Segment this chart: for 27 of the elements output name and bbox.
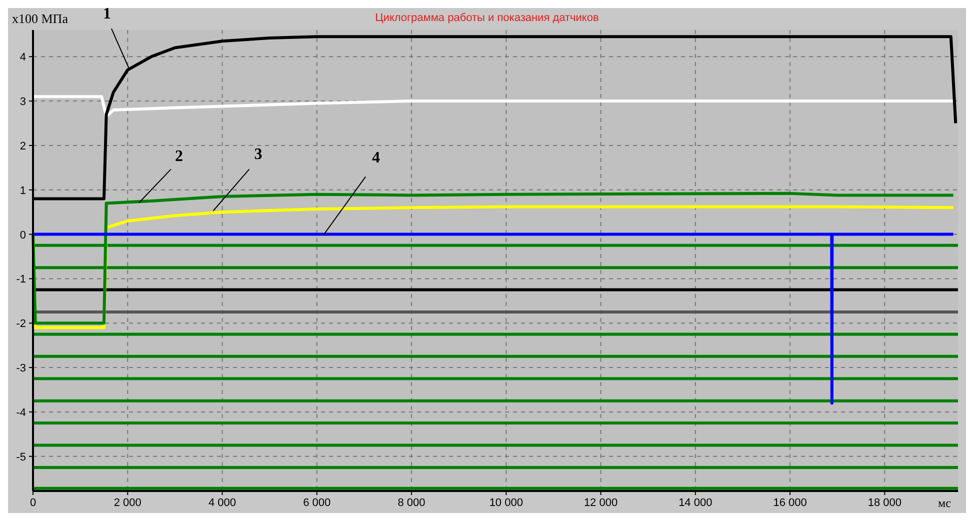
chart-title: Циклограмма работы и показания датчиков bbox=[375, 12, 599, 24]
y-tick-label: -3 bbox=[16, 362, 26, 375]
y-axis-title: x100 МПа bbox=[12, 11, 68, 26]
y-tick-label: 3 bbox=[20, 96, 26, 108]
y-tick-label: -2 bbox=[16, 318, 26, 330]
y-tick-label: 2 bbox=[20, 140, 26, 152]
x-tick-label: 16 000 bbox=[773, 497, 807, 509]
x-tick-label: 8 000 bbox=[398, 497, 426, 509]
annotation: 1 bbox=[103, 6, 112, 23]
x-tick-label: 4 000 bbox=[208, 497, 236, 509]
x-tick-label: 0 bbox=[30, 497, 36, 509]
y-tick-label: 1 bbox=[20, 184, 26, 197]
y-tick-label: -1 bbox=[16, 274, 26, 286]
annotation: 2 bbox=[174, 148, 183, 165]
x-tick-label: 6 000 bbox=[303, 497, 331, 509]
y-tick-label: -5 bbox=[16, 451, 26, 464]
x-tick-label: 12 000 bbox=[584, 497, 618, 509]
x-tick-label: 18 000 bbox=[868, 497, 902, 509]
y-tick-label: 4 bbox=[20, 52, 26, 64]
x-tick-label: 2 000 bbox=[114, 497, 142, 509]
y-tick-label: 0 bbox=[20, 229, 26, 242]
annotation: 3 bbox=[254, 146, 262, 163]
y-tick-label: -4 bbox=[16, 406, 26, 419]
annotation: 4 bbox=[372, 149, 380, 166]
x-tick-label: 10 000 bbox=[489, 497, 523, 509]
x-axis-title: мс bbox=[938, 496, 951, 510]
x-tick-label: 14 000 bbox=[678, 497, 712, 509]
